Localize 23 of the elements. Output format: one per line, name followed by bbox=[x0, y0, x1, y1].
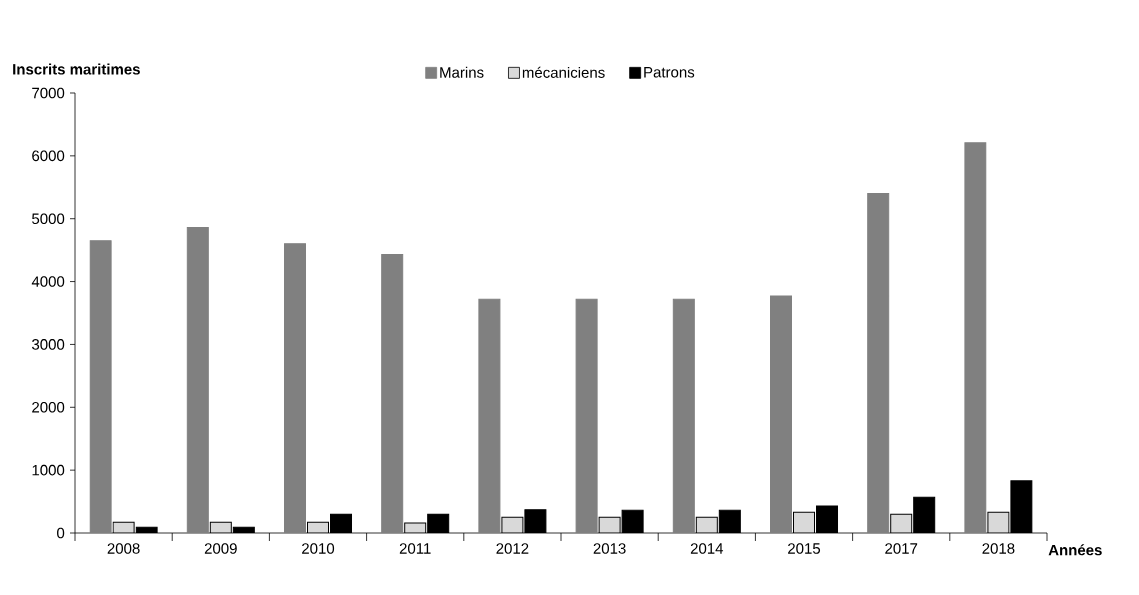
y-tick-label: 0 bbox=[57, 527, 65, 539]
x-tick-label: 2013 bbox=[593, 543, 626, 554]
y-tick-label: 1000 bbox=[32, 464, 65, 476]
legend-label: Patrons bbox=[644, 67, 695, 78]
y-tick-label: 3000 bbox=[32, 339, 65, 350]
y-tick-label: 5000 bbox=[32, 213, 65, 225]
x-tick-label: 2011 bbox=[399, 543, 431, 554]
x-axis-title: Années bbox=[1048, 544, 1102, 556]
x-tick-label: 2009 bbox=[204, 543, 237, 554]
y-tick-label: 2000 bbox=[32, 401, 65, 413]
y-tick-label: 6000 bbox=[32, 150, 65, 162]
x-tick-label: 2012 bbox=[496, 543, 529, 554]
x-tick-label: 2017 bbox=[885, 543, 918, 554]
legend-label: mécaniciens bbox=[522, 66, 605, 78]
x-tick-label: 2015 bbox=[788, 543, 821, 554]
x-tick-label: 2008 bbox=[107, 543, 140, 554]
x-tick-label: 2014 bbox=[690, 543, 724, 554]
y-tick-label: 4000 bbox=[31, 276, 65, 287]
x-tick-label: 2010 bbox=[302, 543, 335, 554]
x-tick-label: 2018 bbox=[982, 543, 1015, 554]
y-axis-title: Inscrits maritimes bbox=[13, 63, 140, 75]
y-tick-label: 7000 bbox=[32, 87, 65, 99]
legend-label: Marins bbox=[440, 66, 484, 78]
